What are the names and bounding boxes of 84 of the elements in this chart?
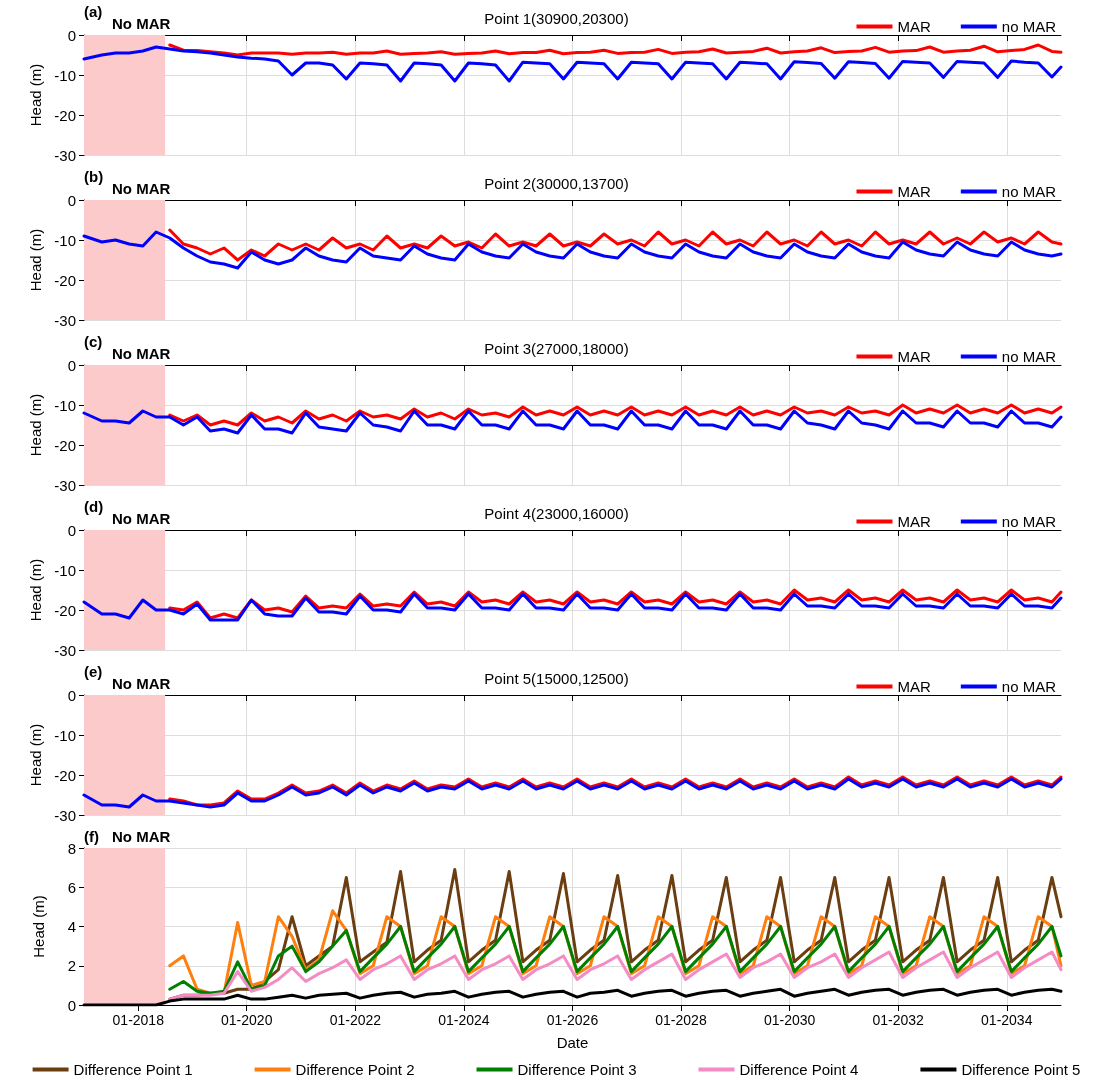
y-tick-label: -10 — [54, 66, 76, 84]
band-label: No MAR — [112, 15, 171, 32]
legend-label: Difference Point 4 — [739, 1061, 859, 1078]
y-tick-label: 4 — [67, 918, 76, 935]
legend-label: MAR — [897, 513, 931, 530]
x-tick-label: 01-2028 — [655, 1012, 707, 1028]
legend-label: Difference Point 2 — [295, 1061, 415, 1078]
y-tick-label: -10 — [54, 561, 76, 579]
y-tick-label: -30 — [54, 806, 76, 824]
y-tick-label: -20 — [54, 106, 76, 124]
y-tick-label: -10 — [54, 396, 76, 414]
y-axis-title: Head (m) — [27, 723, 45, 787]
band-label: No MAR — [112, 510, 171, 527]
y-tick-label: -30 — [54, 311, 76, 329]
y-axis-title: Head (m) — [27, 558, 45, 622]
y-axis-title: Head (m) — [27, 63, 45, 127]
y-tick-label: -20 — [54, 601, 76, 619]
legend-label: Difference Point 5 — [961, 1061, 1081, 1078]
x-tick-label: 01-2024 — [438, 1012, 490, 1028]
y-tick-label: 0 — [67, 26, 76, 44]
x-tick-label: 01-2026 — [546, 1012, 599, 1028]
text: (c) — [84, 333, 103, 350]
x-tick-label: 01-2020 — [221, 1012, 273, 1028]
y-axis-title: Head (m) — [27, 228, 45, 292]
line-series — [168, 403, 1063, 427]
text: (b) — [84, 168, 104, 185]
line-series — [168, 43, 1063, 57]
band-label: No MAR — [112, 180, 171, 197]
y-tick-label: 0 — [67, 996, 76, 1014]
legend-label: no MAR — [1001, 183, 1057, 200]
x-tick-label: 01-2032 — [872, 1012, 925, 1028]
line-series — [168, 950, 1063, 1001]
line-series — [168, 588, 1063, 620]
y-tick-label: -30 — [54, 146, 76, 164]
chart-title: Point 1(30900,20300) — [484, 10, 629, 27]
text: (a) — [84, 3, 103, 20]
line-series — [168, 228, 1063, 262]
x-tick-label: 01-2018 — [112, 1012, 165, 1028]
chart-title: Point 2(30000,13700) — [484, 175, 629, 192]
line-series — [82, 45, 1063, 83]
y-tick-label: 0 — [67, 521, 76, 539]
y-axis-title: Head (m) — [27, 393, 45, 457]
x-axis-title: Date — [556, 1034, 589, 1051]
line-series — [82, 409, 1063, 435]
y-tick-label: 6 — [67, 878, 76, 896]
legend-label: MAR — [897, 18, 931, 35]
y-tick-label: -20 — [54, 271, 76, 289]
x-tick-label: 01-2030 — [763, 1012, 816, 1028]
legend-label: Difference Point 1 — [73, 1061, 193, 1078]
legend-label: no MAR — [1001, 18, 1057, 35]
y-tick-label: -20 — [54, 436, 76, 454]
text: (d) — [84, 498, 104, 515]
band-label: No MAR — [112, 828, 171, 845]
y-tick-label: 0 — [67, 356, 76, 374]
y-tick-label: -30 — [54, 476, 76, 494]
legend-label: no MAR — [1001, 513, 1057, 530]
chart-title: Point 5(15000,12500) — [484, 670, 629, 687]
y-tick-label: 8 — [67, 839, 76, 857]
legend-label: Difference Point 3 — [517, 1061, 637, 1078]
y-tick-label: -10 — [54, 231, 76, 249]
line-series — [168, 925, 1063, 995]
text: (f) — [84, 828, 99, 845]
x-tick-label: 01-2034 — [981, 1012, 1033, 1028]
band-label: No MAR — [112, 345, 171, 362]
legend-label: no MAR — [1001, 678, 1057, 695]
band-label: No MAR — [112, 675, 171, 692]
y-tick-label: -30 — [54, 641, 76, 659]
chart-title: Point 4(23000,16000) — [484, 505, 629, 522]
legend-label: MAR — [897, 348, 931, 365]
line-series — [82, 230, 1063, 270]
legend-label: MAR — [897, 678, 931, 695]
y-tick-label: 0 — [67, 686, 76, 704]
y-tick-label: -20 — [54, 766, 76, 784]
chart-title: Point 3(27000,18000) — [484, 340, 629, 357]
y-tick-label: 2 — [67, 957, 76, 975]
line-series — [82, 777, 1063, 809]
y-tick-label: 0 — [67, 191, 76, 209]
y-tick-label: -10 — [54, 726, 76, 744]
y-axis-title: Head (m) — [30, 895, 47, 958]
legend-label: MAR — [897, 183, 931, 200]
legend-label: no MAR — [1001, 348, 1057, 365]
line-series — [82, 592, 1063, 622]
text: (e) — [84, 663, 103, 680]
x-tick-label: 01-2022 — [329, 1012, 382, 1028]
